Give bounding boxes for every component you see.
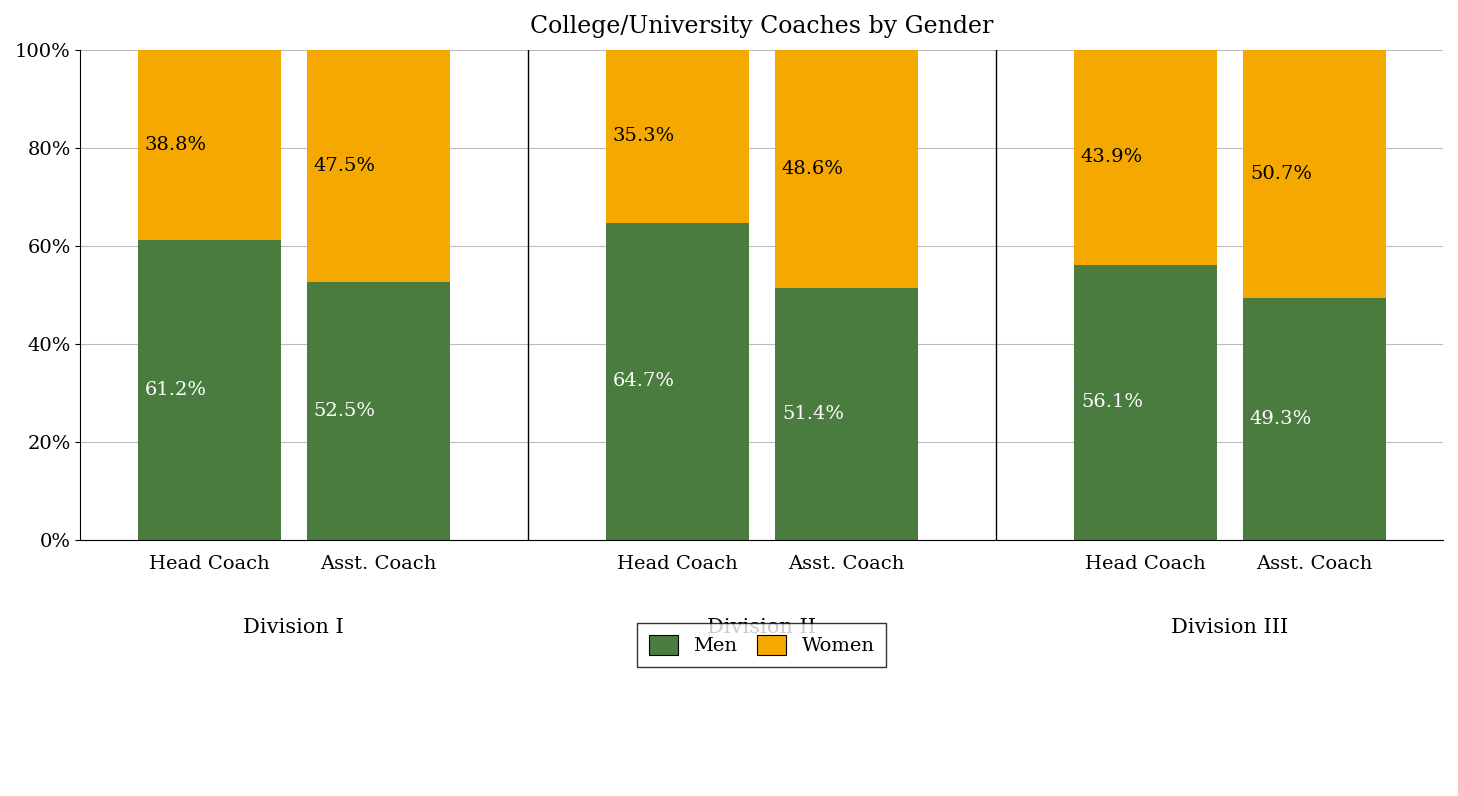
Text: Division III: Division III: [1171, 618, 1289, 637]
Bar: [774, 49, 917, 287]
Bar: [306, 49, 449, 283]
Bar: [1073, 49, 1217, 265]
Text: 48.6%: 48.6%: [781, 160, 844, 178]
Title: College/University Coaches by Gender: College/University Coaches by Gender: [531, 15, 993, 38]
Text: 49.3%: 49.3%: [1250, 410, 1312, 427]
Text: 51.4%: 51.4%: [781, 404, 844, 423]
Text: 61.2%: 61.2%: [144, 380, 207, 399]
Text: 47.5%: 47.5%: [313, 157, 376, 175]
Text: Division I: Division I: [243, 618, 344, 637]
Bar: [1073, 265, 1217, 540]
Bar: [1242, 298, 1385, 540]
Text: 43.9%: 43.9%: [1080, 148, 1143, 166]
Bar: [1242, 49, 1385, 298]
Text: 50.7%: 50.7%: [1250, 165, 1312, 183]
Bar: [306, 283, 449, 540]
Bar: [137, 49, 281, 240]
Text: 64.7%: 64.7%: [612, 372, 675, 390]
Bar: [605, 49, 749, 223]
Legend: Men, Women: Men, Women: [637, 623, 886, 667]
Bar: [774, 287, 917, 540]
Text: 52.5%: 52.5%: [313, 402, 376, 420]
Text: 56.1%: 56.1%: [1080, 393, 1143, 411]
Bar: [605, 223, 749, 540]
Text: Division II: Division II: [707, 618, 816, 637]
Bar: [137, 240, 281, 540]
Text: 38.8%: 38.8%: [144, 135, 207, 154]
Text: 35.3%: 35.3%: [612, 127, 675, 145]
